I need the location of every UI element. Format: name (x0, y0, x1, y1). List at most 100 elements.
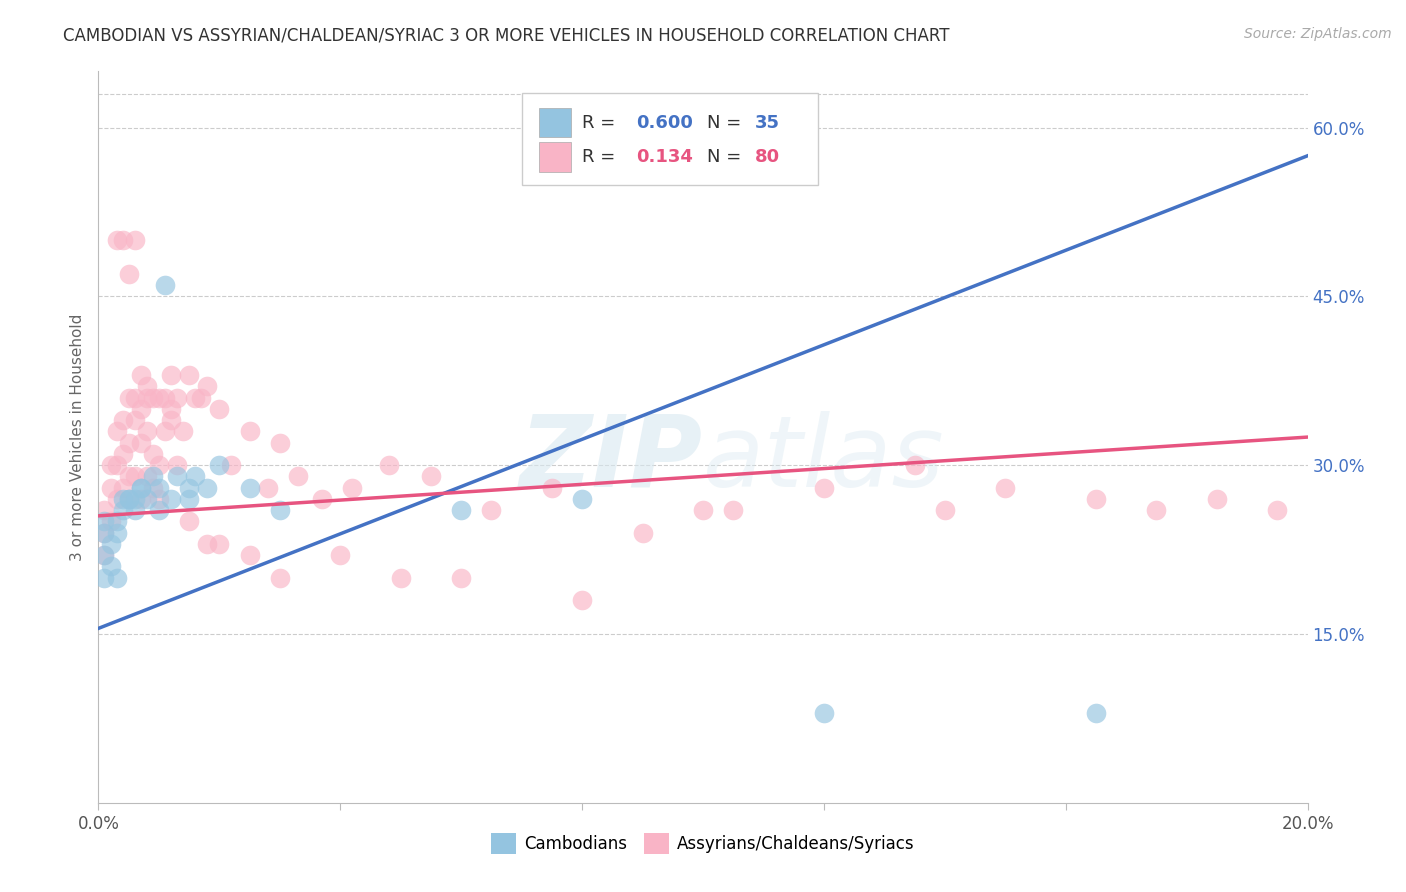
Point (93, 525, 115, 540)
Point (160, 368, 183, 383)
Point (93, 503, 115, 517)
Point (105, 425, 128, 439)
Text: 0.600: 0.600 (637, 113, 693, 131)
Point (311, 491, 333, 506)
Point (111, 503, 134, 517)
Point (179, 491, 201, 506)
Point (571, 593, 593, 607)
Point (93, 548, 115, 562)
Text: R =: R = (582, 113, 616, 131)
Point (129, 491, 152, 506)
Legend: Cambodians, Assyrians/Chaldeans/Syriacs: Cambodians, Assyrians/Chaldeans/Syriacs (484, 827, 922, 860)
Point (148, 391, 170, 405)
Point (342, 481, 364, 495)
Point (166, 391, 188, 405)
Point (100, 537, 122, 551)
Point (571, 491, 593, 506)
Point (481, 503, 503, 517)
Point (135, 379, 157, 393)
Point (118, 469, 141, 483)
Point (160, 401, 183, 416)
Point (124, 391, 146, 405)
Point (153, 278, 176, 293)
Point (166, 469, 188, 483)
Point (118, 491, 141, 506)
Point (1144, 503, 1167, 517)
Text: 35: 35 (755, 113, 780, 131)
Point (934, 503, 956, 517)
Point (179, 515, 201, 529)
Text: ZIP: ZIP (520, 410, 703, 508)
Point (148, 491, 170, 506)
Point (269, 571, 291, 585)
Point (420, 469, 443, 483)
Point (129, 401, 152, 416)
Point (118, 435, 141, 450)
Point (129, 368, 152, 383)
Text: R =: R = (582, 148, 616, 166)
Point (100, 481, 122, 495)
Point (124, 503, 146, 517)
Point (813, 706, 835, 720)
Point (269, 435, 291, 450)
Point (195, 537, 218, 551)
Point (93, 515, 115, 529)
Point (208, 458, 231, 473)
Point (105, 491, 128, 506)
Point (111, 233, 134, 247)
Point (124, 469, 146, 483)
Point (100, 559, 122, 574)
Point (111, 491, 134, 506)
Point (450, 503, 472, 517)
Point (111, 481, 134, 495)
Point (450, 571, 472, 585)
Point (184, 391, 207, 405)
Point (93, 525, 115, 540)
Text: 80: 80 (755, 148, 780, 166)
Point (256, 481, 278, 495)
Point (142, 447, 165, 461)
Point (135, 391, 157, 405)
Point (111, 447, 134, 461)
Point (723, 503, 745, 517)
Point (100, 458, 122, 473)
FancyBboxPatch shape (538, 108, 571, 137)
Point (148, 503, 170, 517)
Point (111, 413, 134, 427)
Point (142, 391, 165, 405)
Point (142, 469, 165, 483)
Point (118, 391, 141, 405)
Point (166, 458, 188, 473)
Text: CAMBODIAN VS ASSYRIAN/CHALDEAN/SYRIAC 3 OR MORE VEHICLES IN HOUSEHOLD CORRELATIO: CAMBODIAN VS ASSYRIAN/CHALDEAN/SYRIAC 3 … (63, 27, 950, 45)
Point (135, 491, 157, 506)
Point (93, 548, 115, 562)
Text: N =: N = (707, 113, 741, 131)
Point (172, 425, 194, 439)
Point (239, 548, 262, 562)
Point (105, 525, 128, 540)
Text: 0.134: 0.134 (637, 148, 693, 166)
Point (93, 571, 115, 585)
Point (105, 233, 128, 247)
Point (129, 481, 152, 495)
Point (153, 425, 176, 439)
Point (179, 481, 201, 495)
Point (148, 481, 170, 495)
FancyBboxPatch shape (538, 143, 571, 171)
Point (221, 458, 243, 473)
Point (148, 458, 170, 473)
Point (129, 481, 152, 495)
Point (239, 425, 262, 439)
Point (329, 548, 352, 562)
Point (692, 503, 714, 517)
Point (135, 425, 157, 439)
Point (129, 435, 152, 450)
FancyBboxPatch shape (522, 94, 818, 185)
Point (208, 537, 231, 551)
Point (389, 571, 412, 585)
Point (540, 481, 562, 495)
Point (1085, 706, 1108, 720)
Point (287, 469, 309, 483)
Point (904, 458, 927, 473)
Point (118, 491, 141, 506)
